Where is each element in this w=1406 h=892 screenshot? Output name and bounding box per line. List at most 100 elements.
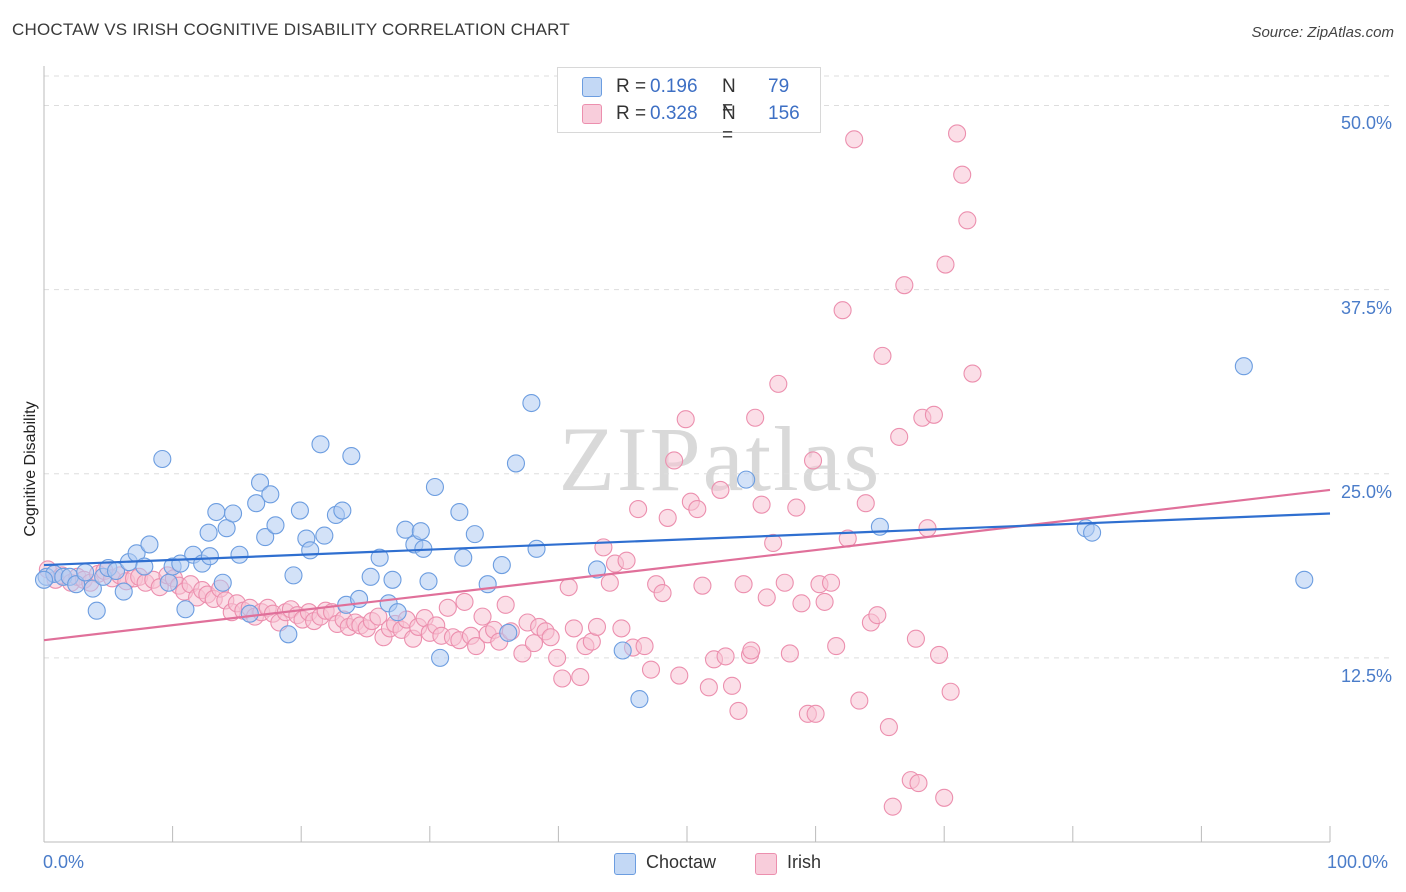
- irish-point: [564, 619, 583, 638]
- choctaw-point: [361, 567, 380, 586]
- choctaw-point: [383, 570, 402, 589]
- choctaw-point: [1083, 523, 1102, 542]
- choctaw-point: [492, 556, 511, 575]
- chart-title: CHOCTAW VS IRISH COGNITIVE DISABILITY CO…: [12, 20, 570, 39]
- choctaw-point: [223, 504, 243, 523]
- choctaw-legend-swatch: [614, 853, 636, 875]
- choctaw-point: [213, 573, 232, 592]
- irish-point: [629, 500, 648, 519]
- choctaw-point: [250, 473, 270, 492]
- irish-point: [953, 165, 972, 184]
- choctaw-point: [279, 625, 298, 644]
- choctaw-point: [176, 600, 195, 619]
- choctaw-point: [1295, 570, 1314, 589]
- irish-legend-label: Irish: [787, 852, 822, 872]
- choctaw-point: [159, 573, 178, 592]
- irish-point: [716, 647, 735, 666]
- irish-point: [918, 519, 937, 538]
- irish-point: [780, 644, 799, 663]
- y-tick-label: 50.0%: [1340, 113, 1392, 134]
- trend-lines: [43, 488, 1331, 642]
- irish-swatch: [582, 104, 602, 124]
- irish-point: [769, 374, 788, 393]
- choctaw-trend-line: [43, 512, 1331, 567]
- choctaw-point: [370, 548, 389, 567]
- irish-point: [906, 629, 925, 648]
- irish-point: [676, 410, 695, 429]
- choctaw-point: [301, 541, 320, 560]
- irish-point: [935, 788, 954, 807]
- choctaw-point: [256, 528, 275, 547]
- irish-point: [909, 774, 928, 793]
- irish-point: [612, 619, 631, 638]
- choctaw-point: [266, 516, 285, 535]
- n-label: N =: [722, 103, 736, 146]
- choctaw-point: [1234, 357, 1253, 376]
- irish-point: [948, 124, 967, 143]
- choctaw-point: [411, 522, 430, 541]
- irish-point: [548, 648, 567, 667]
- choctaw-point: [247, 494, 266, 513]
- irish-point: [524, 634, 544, 653]
- choctaw-point: [388, 603, 407, 622]
- irish-point: [895, 276, 914, 295]
- y-tick-label: 25.0%: [1340, 481, 1392, 502]
- irish-point: [752, 495, 771, 514]
- irish-point: [722, 676, 742, 695]
- irish-point: [924, 405, 943, 424]
- choctaw-point: [140, 535, 159, 554]
- irish-point: [963, 364, 982, 383]
- choctaw-point: [333, 501, 352, 520]
- irish-point: [803, 451, 823, 470]
- irish-point: [775, 573, 794, 592]
- choctaw-point: [613, 641, 632, 660]
- correlation-legend: R = 0.196 N = 79 R = 0.328 N = 156: [557, 67, 821, 146]
- choctaw-point: [207, 502, 226, 522]
- source-label: Source: ZipAtlas.com: [1251, 24, 1394, 41]
- irish-point: [617, 551, 636, 570]
- axes: [43, 66, 1331, 843]
- irish-point: [850, 691, 869, 710]
- x-tick-min: 0.0%: [43, 852, 85, 872]
- choctaw-point: [315, 526, 334, 545]
- irish-point: [792, 594, 811, 613]
- r-label: R =: [616, 103, 647, 124]
- choctaw-point: [230, 545, 249, 564]
- irish-point: [653, 583, 672, 603]
- irish-point: [467, 637, 486, 656]
- irish-point: [658, 508, 677, 527]
- choctaw-point: [425, 477, 444, 497]
- gridlines: [44, 75, 1392, 659]
- irish-point: [559, 578, 578, 597]
- irish-point: [711, 480, 730, 499]
- choctaw-point: [342, 447, 361, 466]
- choctaw-point: [290, 501, 309, 520]
- choctaw-point: [284, 566, 303, 585]
- choctaw-series: [34, 357, 1314, 709]
- irish-point: [930, 645, 949, 664]
- n-label: N =: [722, 76, 736, 119]
- x-tick-max: 100.0%: [1327, 852, 1389, 872]
- irish-point: [936, 255, 955, 274]
- irish-point: [693, 576, 712, 595]
- irish-point: [587, 617, 607, 636]
- choctaw-point: [240, 604, 259, 623]
- irish-point: [541, 628, 560, 647]
- irish-point: [641, 660, 661, 679]
- irish-point: [806, 704, 825, 723]
- irish-point: [455, 592, 474, 611]
- choctaw-point: [34, 570, 54, 589]
- irish-point: [369, 607, 388, 626]
- choctaw-point: [153, 449, 172, 469]
- choctaw-point: [83, 579, 102, 598]
- irish-point: [827, 637, 846, 656]
- irish-point: [815, 592, 834, 611]
- n-value: 79: [768, 76, 790, 97]
- choctaw-point: [76, 563, 95, 582]
- choctaw-point: [465, 525, 484, 544]
- irish-point: [734, 575, 753, 594]
- choctaw-point: [450, 502, 469, 522]
- choctaw-point: [396, 520, 415, 539]
- irish-trend-line: [43, 488, 1331, 642]
